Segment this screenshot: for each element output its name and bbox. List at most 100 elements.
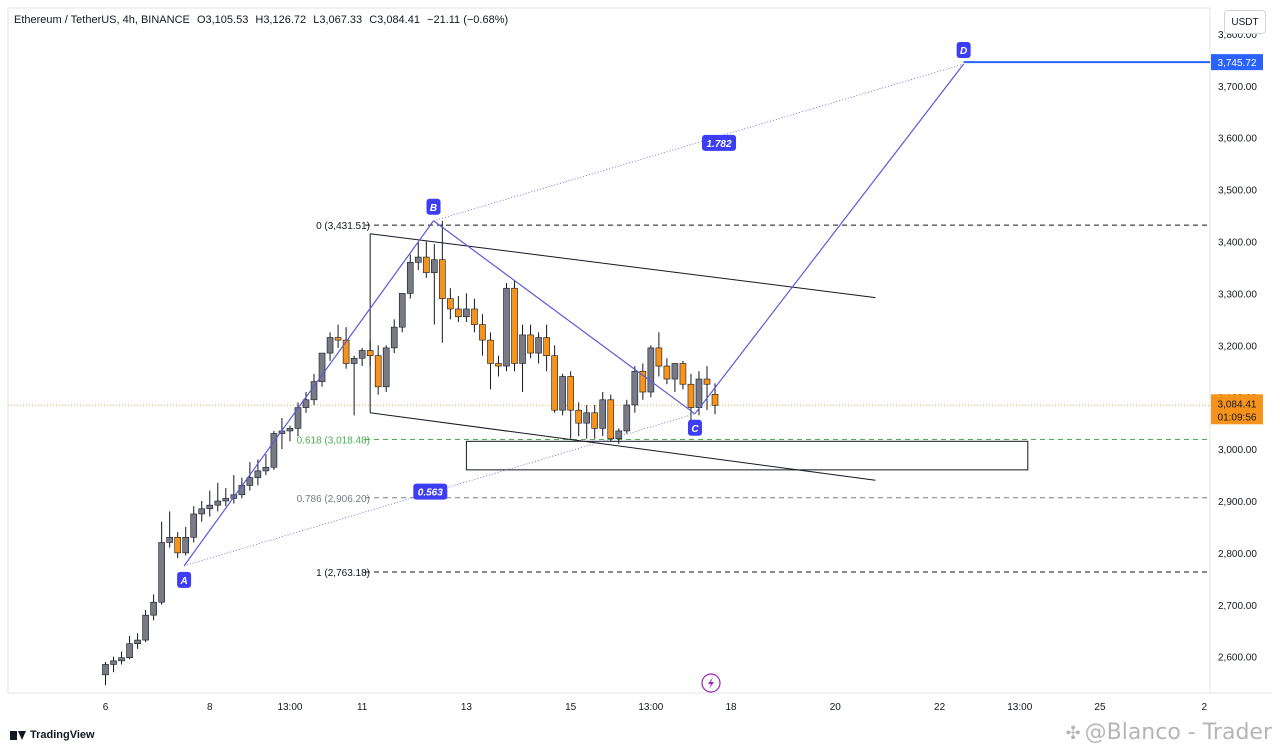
x-tick-label: 20 — [830, 702, 842, 713]
candle-body — [519, 334, 526, 364]
candle-body — [358, 350, 366, 359]
symbol-header: Ethereum / TetherUS, 4h, BINANCE O3,105.… — [14, 14, 512, 26]
tradingview-mark-icon — [10, 730, 26, 740]
x-tick-label: 25 — [1094, 702, 1106, 713]
candle-body — [206, 504, 214, 510]
candle-body — [342, 339, 350, 364]
x-tick-label: 13:00 — [277, 702, 302, 713]
x-tick-label: 22 — [934, 702, 946, 713]
y-tick-label: 2,600.00 — [1218, 653, 1257, 664]
x-tick-label: 13 — [461, 702, 473, 713]
candle-body — [695, 378, 703, 408]
tradingview-logo[interactable]: TradingView — [10, 729, 95, 741]
candle-body — [551, 355, 558, 411]
candle-body — [382, 347, 390, 388]
tradingview-logo-text: TradingView — [30, 729, 95, 741]
candle-body — [422, 256, 430, 273]
last-price-badge — [1211, 394, 1263, 425]
candle-body — [479, 324, 486, 341]
harmonic-point-bg — [956, 42, 971, 59]
y-tick-label: 2,800.00 — [1218, 549, 1257, 560]
candle-body — [246, 477, 254, 486]
candle-body — [535, 337, 542, 354]
candle-body — [607, 399, 615, 440]
candle-body — [471, 308, 478, 325]
candle-body — [190, 513, 198, 538]
candle-body — [398, 293, 406, 328]
candle-body — [310, 381, 318, 401]
harmonic-point-label: D — [960, 46, 967, 57]
ohlc-open: O3,105.53 — [196, 14, 249, 26]
candle-body — [302, 399, 310, 408]
ohlc-low: L3,067.33 — [313, 14, 363, 26]
candle-body — [414, 256, 422, 263]
y-tick-label: 3,800.00 — [1218, 30, 1257, 41]
candle-body — [198, 508, 206, 515]
support-zone-rect[interactable] — [465, 440, 1029, 471]
last-price-badge-text: 3,084.41 — [1218, 399, 1257, 410]
candle-body — [174, 537, 181, 554]
ratio-label: 0.563 — [418, 488, 443, 499]
channel-lower-line[interactable] — [370, 412, 876, 481]
candle-body — [350, 357, 358, 364]
candle-body — [158, 542, 165, 603]
y-tick-label: 2,900.00 — [1218, 497, 1257, 508]
candle-body — [567, 376, 574, 411]
candle-body — [623, 404, 631, 432]
y-tick-label: 3,500.00 — [1218, 186, 1257, 197]
candle-body — [318, 352, 326, 382]
harmonic-point-label: A — [179, 576, 187, 587]
y-tick-label: 3,200.00 — [1218, 341, 1257, 352]
watermark-icon: ✣ — [1065, 723, 1081, 744]
channel-upper-line[interactable] — [370, 233, 876, 299]
fib-level-label: 1 (2,763.18) — [316, 568, 370, 579]
harmonic-leg-bc[interactable] — [433, 220, 696, 415]
ohlc-high: H3,126.72 — [255, 14, 307, 26]
ohlc-close: C3,084.41 — [369, 14, 420, 26]
candle-body — [134, 639, 141, 645]
candle-body — [262, 466, 270, 472]
candle-body — [631, 370, 639, 406]
x-tick-label: 2 — [1201, 702, 1207, 713]
candle-body — [583, 412, 591, 424]
candle-body — [334, 337, 342, 341]
candle-body — [439, 259, 446, 299]
symbol-name[interactable]: Ethereum / TetherUS, 4h, BINANCE — [14, 14, 190, 26]
candle-body — [647, 347, 655, 393]
currency-button[interactable]: USDT — [1224, 10, 1266, 34]
harmonic-point-bg — [687, 419, 702, 436]
candle-body — [687, 383, 695, 408]
candle-body — [703, 378, 711, 385]
candle-body — [270, 433, 278, 468]
x-tick-label: 11 — [357, 702, 368, 713]
x-tick-label: 8 — [207, 702, 213, 713]
candle-body — [214, 500, 222, 506]
x-tick-label: 6 — [103, 702, 109, 713]
candle-body — [495, 363, 502, 367]
flash-bolt-icon — [708, 677, 714, 689]
ratio-label: 1.782 — [707, 139, 732, 150]
ohlc-change: −21.11 (−0.68%) — [427, 14, 509, 26]
candle-body — [374, 355, 382, 388]
harmonic-leg-ab[interactable] — [183, 220, 435, 567]
y-tick-label: 2,700.00 — [1218, 601, 1257, 612]
fib-level-label: 0 (3,431.51) — [316, 221, 370, 232]
harmonic-dotted-ac[interactable] — [183, 413, 696, 567]
candle-body — [182, 537, 189, 554]
harmonic-dotted-bd[interactable] — [433, 63, 964, 222]
candle-body — [679, 363, 687, 385]
candle-body — [639, 370, 647, 393]
candle-body — [118, 657, 125, 662]
harmonic-point-label: C — [691, 424, 699, 435]
fib-level-label: 0.618 (3,018.48) — [297, 436, 370, 447]
candle-body — [455, 308, 462, 318]
candle-body — [591, 412, 599, 429]
candle-body — [503, 287, 510, 367]
y-tick-label: 3,700.00 — [1218, 82, 1257, 93]
candle-body — [126, 643, 133, 659]
y-tick-label: 3,400.00 — [1218, 238, 1257, 249]
candle-body — [559, 376, 566, 411]
x-tick-label: 18 — [725, 702, 737, 713]
harmonic-leg-cd[interactable] — [694, 63, 965, 415]
